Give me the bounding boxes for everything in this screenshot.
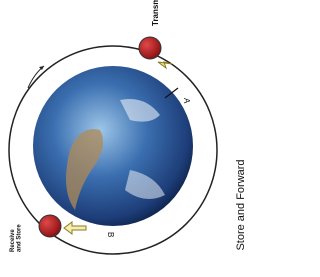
- label-line: and Store: [17, 224, 23, 252]
- satellite: [139, 37, 161, 59]
- diagram: Transmit Receiveand Store Store and Forw…: [0, 0, 250, 277]
- satellite: [39, 215, 61, 237]
- point-label: B: [106, 232, 115, 237]
- label-line: Receive: [10, 229, 16, 252]
- transmit-label: Transmit: [151, 0, 160, 26]
- title: Store and Forward: [235, 159, 247, 250]
- point-label: A: [182, 98, 191, 104]
- earth: [33, 66, 193, 226]
- arrow: [64, 222, 86, 234]
- receive-label: Receiveand Store: [10, 224, 23, 252]
